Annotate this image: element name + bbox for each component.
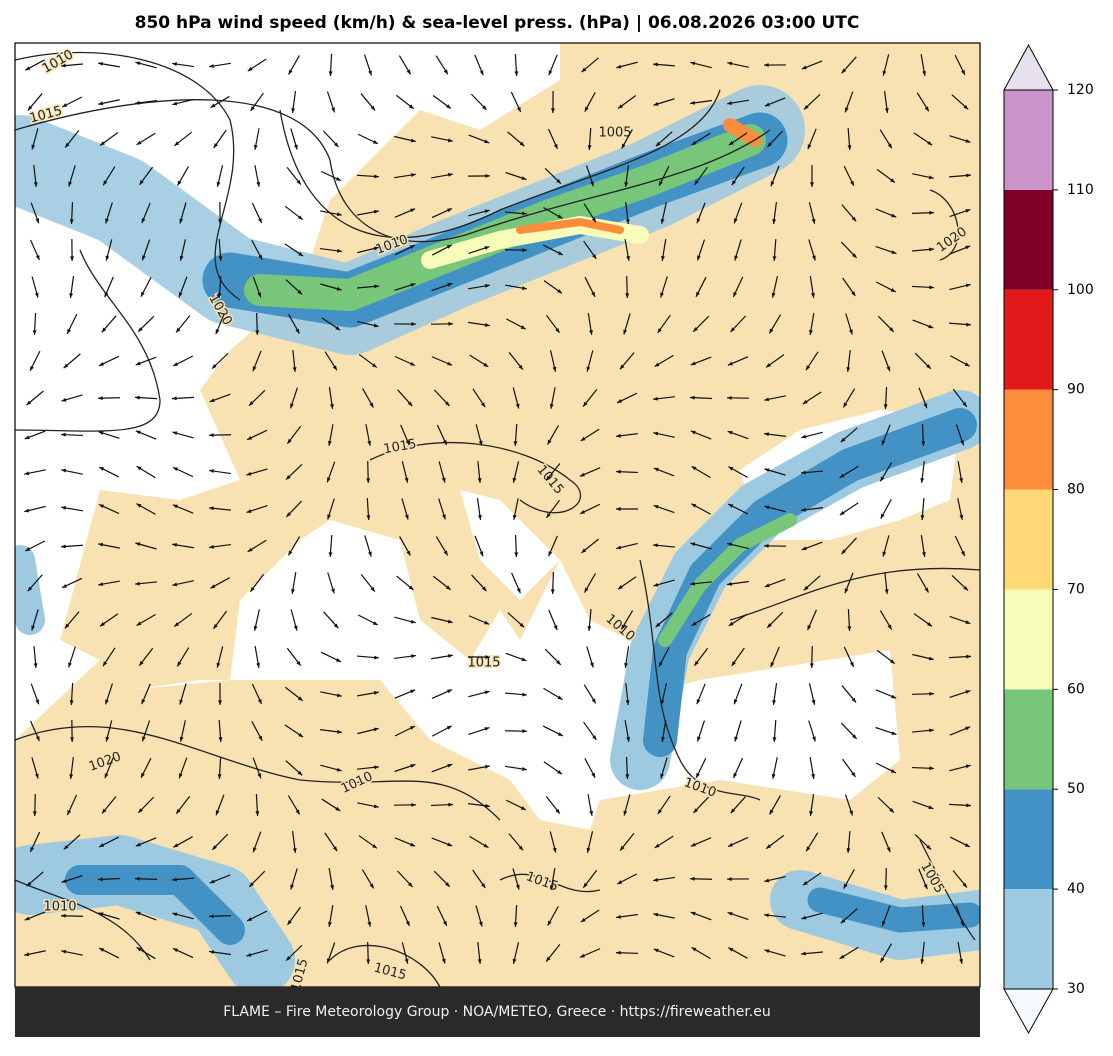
colorbar-tick-label: 120: [1067, 82, 1094, 98]
colorbar-segment: [1004, 490, 1053, 590]
colorbar-tick-label: 50: [1067, 781, 1085, 797]
colorbar-under: [1004, 989, 1053, 1033]
colorbar-segment: [1004, 689, 1053, 789]
colorbar-tick-label: 60: [1067, 681, 1085, 697]
colorbar-segment: [1004, 390, 1053, 490]
colorbar-tick-label: 90: [1067, 382, 1085, 398]
contour-label: 1015: [467, 656, 500, 671]
colorbar-tick-label: 40: [1067, 881, 1085, 897]
contour-label: 1010: [43, 900, 76, 915]
colorbar: 30 40 50 60 70 80 90 100 110 120: [1004, 45, 1094, 1033]
footer-text: FLAME – Fire Meteorology Group · NOA/MET…: [223, 1004, 771, 1020]
colorbar-segment: [1004, 90, 1053, 190]
title: 850 hPa wind speed (km/h) & sea-level pr…: [135, 13, 860, 33]
colorbar-segment: [1004, 190, 1053, 290]
colorbar-tick-label: 30: [1067, 981, 1085, 997]
colorbar-over: [1004, 45, 1053, 90]
colorbar-tick-label: 110: [1067, 182, 1094, 198]
colorbar-segment: [1004, 789, 1053, 889]
colorbar-tick-label: 70: [1067, 581, 1085, 597]
colorbar-tick-label: 80: [1067, 482, 1085, 498]
contour-label: 1005: [598, 126, 631, 141]
colorbar-segment: [1004, 889, 1053, 989]
colorbar-segment: [1004, 290, 1053, 390]
colorbar-segment: [1004, 589, 1053, 689]
map: [15, 43, 980, 987]
colorbar-tick-label: 100: [1067, 282, 1094, 298]
